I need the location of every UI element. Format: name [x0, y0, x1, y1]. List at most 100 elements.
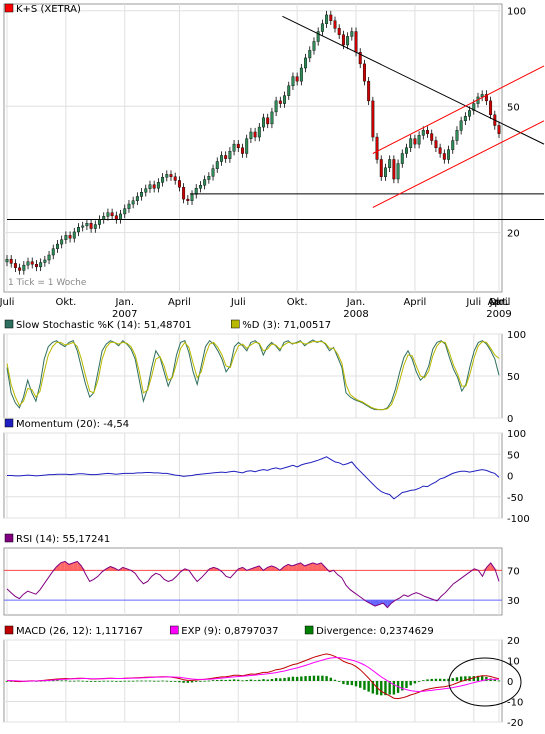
price-y-tick-label: 50 [507, 102, 520, 113]
candle-body [228, 150, 232, 159]
divergence-bar [350, 681, 354, 686]
divergence-bar [182, 681, 185, 683]
candle-body [409, 138, 413, 148]
legend-label-p4: EXP (9): 0,8797037 [181, 626, 278, 637]
candle-body [85, 223, 89, 227]
legend-swatch-p4 [170, 625, 179, 635]
divergence-bar [287, 677, 290, 681]
candle-body [26, 261, 30, 266]
rsi-overbought-fill [110, 566, 115, 571]
divergence-bar [81, 680, 84, 682]
y-tick-label-p4: -20 [507, 718, 523, 729]
candle-body [123, 208, 127, 215]
candle-body [215, 161, 219, 169]
y-tick-label-p4: 20 [507, 636, 520, 647]
rsi-overbought-fill [317, 562, 322, 571]
y-tick-label-p4: -10 [507, 698, 523, 709]
divergence-bar [371, 681, 375, 694]
candle-body [156, 182, 160, 189]
candle-body [341, 34, 345, 46]
legend-swatch-p1 [4, 319, 14, 329]
candle-body [392, 159, 396, 180]
y-tick-label-p2: -100 [507, 514, 530, 525]
candle-body [34, 264, 38, 268]
candle-body [413, 138, 417, 145]
candle-body [396, 163, 400, 180]
divergence-bar [321, 675, 324, 681]
divergence-bar [333, 679, 337, 681]
candle-body [169, 174, 173, 177]
divergence-bar [174, 681, 177, 682]
divergence-bar [312, 675, 316, 681]
divergence-bar [283, 677, 286, 681]
candle-body [350, 31, 354, 37]
divergence-bar [295, 676, 299, 681]
divergence-bar [359, 681, 362, 688]
candle-body [333, 20, 337, 29]
panel-frame-0 [3, 3, 503, 293]
divergence-bar [136, 680, 139, 682]
divergence-bar [325, 676, 328, 681]
divergence-bar [157, 680, 160, 682]
candle-body [337, 28, 341, 35]
candle-body [346, 36, 350, 46]
divergence-bar [203, 680, 206, 682]
divergence-bar [459, 676, 463, 681]
divergence-bar [388, 681, 391, 695]
divergence-bar [413, 681, 417, 684]
candle-body [455, 130, 459, 141]
divergence-bar [338, 681, 341, 682]
divergence-bar [434, 678, 438, 681]
divergence-bar [249, 679, 253, 681]
candle-body [152, 184, 156, 189]
divergence-bar [123, 680, 126, 682]
y-tick-label-p2: -50 [507, 493, 523, 504]
candle-body [472, 103, 476, 111]
candle-body [312, 41, 316, 51]
divergence-bar [304, 676, 307, 681]
divergence-bar [308, 675, 311, 681]
candle-body [430, 133, 434, 141]
divergence-bar [169, 681, 173, 682]
candle-body [110, 212, 114, 216]
candle-body [43, 259, 47, 263]
candle-body [64, 235, 68, 240]
candle-body [5, 258, 9, 263]
candle-body [194, 188, 198, 195]
legend-label-p4: MACD (26, 12): 1,117167 [16, 626, 143, 637]
y-tick-label-p2: 0 [507, 472, 513, 483]
series-line-p4-1 [7, 657, 499, 693]
divergence-bar [224, 679, 227, 681]
divergence-bar [426, 679, 429, 681]
candle-body [114, 215, 118, 220]
candle-body [68, 235, 72, 239]
divergence-bar [401, 681, 404, 691]
candle-body [39, 262, 43, 268]
divergence-bar [455, 677, 459, 681]
rsi-overbought-fill [486, 562, 491, 571]
divergence-bar [237, 679, 240, 681]
candle-body [219, 155, 223, 162]
rsi-oversold-fill [370, 600, 375, 607]
candle-body [320, 23, 324, 32]
divergence-bar [270, 678, 274, 681]
divergence-bar [77, 680, 80, 682]
divergence-bar [464, 676, 467, 681]
candle-body [388, 159, 392, 169]
divergence-bar [384, 681, 387, 696]
candle-body [144, 188, 148, 193]
candle-body [442, 153, 446, 160]
divergence-bar [228, 679, 232, 681]
y-tick-label-p2: 100 [507, 429, 526, 440]
divergence-bar [98, 681, 101, 682]
candle-body [140, 192, 144, 197]
rsi-overbought-fill [296, 562, 301, 571]
divergence-bar [102, 680, 105, 682]
candle-body [22, 264, 26, 271]
candle-body [232, 143, 236, 152]
candle-body [203, 179, 207, 186]
candle-body [358, 52, 362, 65]
y-tick-label-p4: 10 [507, 657, 520, 668]
rsi-overbought-fill [56, 562, 61, 571]
x-tick-label: Juli [465, 297, 481, 308]
